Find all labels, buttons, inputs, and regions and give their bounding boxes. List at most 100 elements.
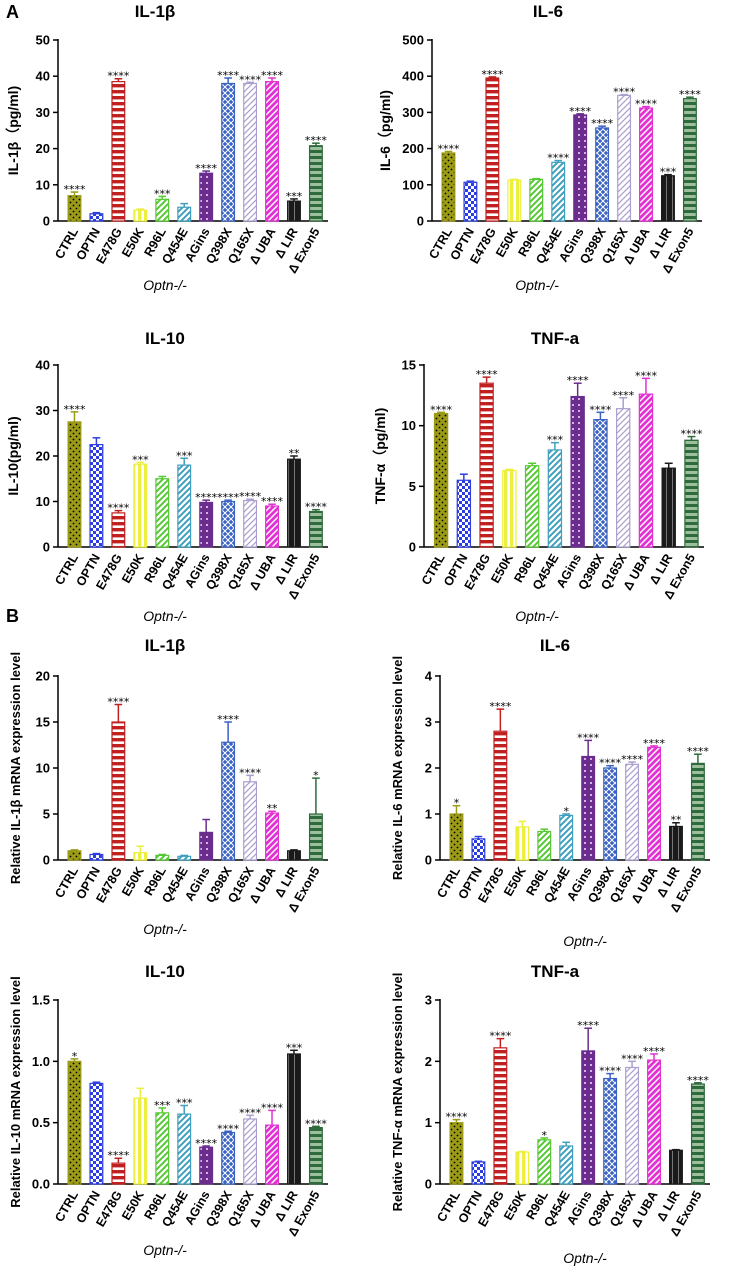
y-tick-label: 20	[36, 141, 50, 156]
significance-label: ****	[239, 1106, 262, 1119]
significance-label: ****	[107, 502, 130, 515]
significance-label: **	[670, 814, 682, 827]
significance-label: ****	[430, 403, 453, 416]
x-tick-label: E50K	[493, 226, 521, 260]
chart-title: TNF-a	[531, 962, 580, 981]
bar-e478g	[111, 1162, 126, 1185]
significance-label: ****	[445, 1111, 468, 1124]
chart-7: IL-10 0.0 0.5 1.0 1.5 Relative IL-10 mRNA exp…	[8, 962, 328, 1258]
y-tick-label: 0	[417, 214, 424, 229]
significance-label: *	[542, 1129, 548, 1142]
bar-q454e	[559, 814, 574, 861]
bar-optn	[89, 444, 104, 548]
bar-q165x	[615, 408, 631, 548]
y-axis-label: TNF-α（pg/ml)	[372, 408, 388, 504]
y-tick-label: 20	[36, 449, 50, 464]
x-tick-label: E50K	[119, 1189, 147, 1223]
bar-agins	[581, 1050, 596, 1185]
y-tick-label: 100	[402, 177, 424, 192]
y-tick-label: 40	[36, 69, 50, 84]
bar-q165x	[243, 781, 258, 861]
y-axis-label: Relative IL-10 mRNA expression level	[8, 976, 23, 1207]
bar-delta-lir	[287, 458, 301, 548]
bar-agins	[199, 172, 214, 222]
significance-label: ****	[613, 86, 636, 99]
bar-e478g	[485, 77, 500, 222]
bar-e478g	[493, 1047, 508, 1185]
significance-label: ****	[643, 1045, 666, 1058]
bar-q454e	[177, 1113, 192, 1185]
y-tick-label: 0	[409, 540, 416, 555]
bar-optn	[456, 479, 472, 548]
x-axis-label: Optn-/-	[143, 277, 187, 293]
y-tick-label: 0.5	[32, 1115, 50, 1130]
bar-ctrl	[441, 152, 456, 222]
bar-ctrl	[67, 1060, 82, 1185]
significance-label: ****	[621, 1052, 644, 1065]
panel-label-b: B	[6, 606, 19, 626]
bar-delta-exon5	[690, 1083, 705, 1185]
y-axis-label: Relative IL-6 mRNA expression level	[390, 656, 405, 880]
bar-ctrl	[67, 195, 82, 222]
y-tick-label: 40	[36, 358, 50, 373]
bar-q165x	[243, 82, 258, 222]
bar-e50k	[133, 1097, 148, 1185]
y-axis-label: Relative TNF-α mRNA expression level	[390, 973, 405, 1212]
significance-label: ****	[591, 117, 614, 130]
significance-label: ****	[261, 495, 284, 508]
significance-label: ****	[589, 403, 612, 416]
y-axis-label: Relative IL-1β mRNA expression level	[8, 652, 23, 884]
y-tick-label: 500	[402, 33, 424, 48]
bar-q454e	[551, 161, 566, 222]
bar-e478g	[493, 730, 508, 861]
bar-q398x	[221, 741, 236, 861]
bar-agins	[581, 755, 596, 861]
y-tick-label: 3	[425, 993, 432, 1008]
chart-title: IL-10	[145, 329, 185, 348]
chart-8: TNF-a 0 1 2 3 Relative TNF-α mRNA expression …	[390, 962, 710, 1266]
chart-title: IL-6	[533, 2, 563, 21]
y-tick-label: 1	[425, 1115, 432, 1130]
bar-e50k	[133, 209, 148, 222]
x-axis-label: Optn-/-	[143, 1242, 187, 1258]
significance-label: ****	[195, 1137, 218, 1150]
y-tick-label: 2	[425, 1054, 432, 1069]
significance-label: ****	[217, 491, 240, 504]
y-tick-label: 0	[425, 853, 432, 868]
x-axis-label: Optn-/-	[515, 608, 559, 624]
bar-q398x	[603, 1077, 618, 1185]
bar-delta-uba	[647, 1059, 661, 1185]
bar-q454e	[547, 449, 563, 548]
bar-delta-uba	[647, 746, 661, 861]
significance-label: ****	[621, 753, 644, 766]
y-tick-label: 300	[402, 105, 424, 120]
y-tick-label: 10	[402, 418, 416, 433]
bar-delta-exon5	[308, 145, 323, 222]
significance-label: ***	[176, 1096, 193, 1109]
y-tick-label: 1.5	[32, 993, 50, 1008]
bar-delta-lir	[661, 175, 675, 222]
significance-label: ***	[286, 190, 303, 203]
y-tick-label: 4	[425, 669, 433, 684]
significance-label: ****	[577, 731, 600, 744]
bar-delta-exon5	[308, 510, 323, 548]
bar-delta-uba	[265, 505, 279, 548]
bar-q398x	[221, 1131, 236, 1185]
y-tick-label: 20	[36, 669, 50, 684]
significance-label: ***	[286, 1041, 303, 1054]
y-tick-label: 30	[36, 105, 50, 120]
x-tick-label: E50K	[488, 552, 516, 586]
bar-q165x	[625, 763, 640, 861]
significance-label: ****	[547, 152, 570, 165]
bar-r96l	[155, 198, 170, 222]
x-axis-label: Optn-/-	[563, 1250, 607, 1266]
bar-optn	[89, 213, 104, 222]
bar-delta-uba	[265, 81, 279, 222]
significance-label: ****	[612, 389, 635, 402]
bar-agins	[199, 1146, 214, 1185]
bar-delta-lir	[287, 850, 301, 861]
bar-delta-uba	[265, 1124, 279, 1185]
